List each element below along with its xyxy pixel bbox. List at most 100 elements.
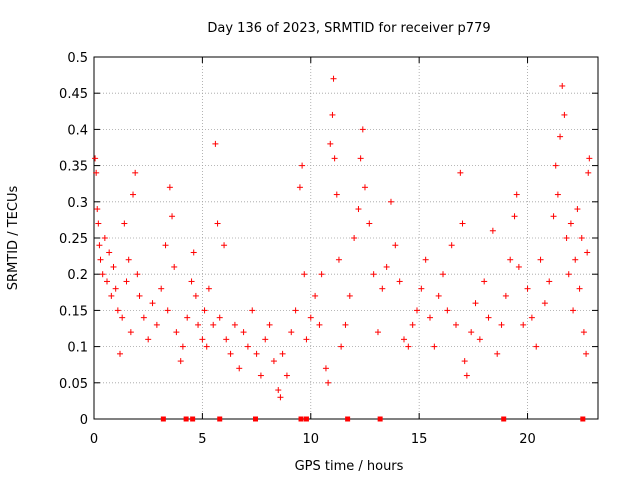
- zero-value-marker: [160, 416, 166, 422]
- data-point: [331, 155, 338, 162]
- zero-value-marker: [580, 416, 586, 422]
- zero-value-marker: [190, 416, 196, 422]
- data-point: [333, 191, 340, 198]
- data-point: [277, 394, 284, 401]
- data-point: [327, 140, 334, 147]
- data-point: [236, 365, 243, 372]
- data-point: [374, 329, 381, 336]
- data-point: [110, 263, 117, 270]
- data-point: [121, 220, 128, 227]
- data-point: [461, 358, 468, 365]
- data-point: [400, 336, 407, 343]
- data-point: [567, 220, 574, 227]
- data-point: [275, 387, 282, 394]
- data-point: [351, 235, 358, 241]
- y-tick-label: 0.5: [67, 51, 88, 66]
- data-point: [231, 321, 238, 328]
- data-point: [123, 278, 130, 285]
- data-point: [444, 307, 451, 314]
- data-point: [574, 206, 581, 213]
- data-point: [476, 336, 483, 343]
- data-point: [171, 263, 178, 270]
- data-point: [485, 314, 492, 321]
- data-point: [253, 350, 260, 357]
- data-point: [195, 321, 202, 328]
- data-point: [481, 278, 488, 285]
- data-point: [511, 213, 518, 220]
- data-point: [413, 307, 420, 314]
- data-point: [554, 191, 561, 198]
- data-point: [359, 126, 366, 133]
- data-point: [296, 184, 303, 191]
- data-point: [92, 155, 99, 162]
- data-point: [584, 249, 591, 256]
- data-point: [192, 292, 199, 299]
- data-point: [203, 343, 210, 350]
- data-point: [214, 220, 221, 227]
- data-point: [201, 307, 208, 314]
- data-point: [357, 155, 364, 162]
- data-point: [552, 162, 559, 169]
- x-tick-label: 10: [303, 432, 320, 447]
- data-point: [459, 220, 466, 227]
- data-point: [338, 343, 345, 350]
- data-point: [435, 292, 442, 299]
- data-point: [112, 285, 119, 292]
- zero-value-marker: [377, 416, 383, 422]
- x-tick-label: 0: [90, 432, 98, 447]
- data-point: [329, 111, 336, 118]
- data-point: [249, 307, 256, 314]
- y-tick-label: 0.2: [67, 268, 88, 283]
- data-point: [440, 271, 447, 278]
- data-point: [145, 336, 152, 343]
- data-point: [515, 263, 522, 270]
- data-point: [565, 271, 572, 278]
- data-point: [541, 300, 548, 307]
- y-tick-label: 0.45: [59, 87, 88, 102]
- data-point: [93, 169, 100, 176]
- data-point: [216, 314, 223, 321]
- data-point: [431, 343, 438, 350]
- data-point: [95, 220, 102, 227]
- data-point: [528, 314, 535, 321]
- y-tick-label: 0.25: [59, 232, 88, 247]
- data-point: [279, 350, 286, 357]
- grid-layer: [94, 57, 598, 419]
- x-tick-label: 15: [411, 432, 428, 447]
- data-point: [325, 379, 332, 386]
- zero-value-marker: [303, 416, 309, 422]
- data-point: [301, 271, 308, 278]
- data-point: [270, 358, 277, 365]
- y-tick-label: 0.05: [59, 377, 88, 392]
- zero-value-marker: [345, 416, 351, 422]
- y-tick-label: 0: [80, 413, 88, 428]
- data-point: [322, 365, 329, 372]
- data-point: [387, 198, 394, 205]
- data-point: [283, 372, 290, 379]
- data-point: [563, 235, 570, 241]
- data-point: [316, 321, 323, 328]
- data-point: [392, 242, 399, 249]
- x-tick-label: 20: [519, 432, 536, 447]
- data-point: [212, 140, 219, 147]
- data-point: [134, 271, 141, 278]
- y-tick-label: 0.1: [67, 341, 88, 356]
- data-point: [173, 329, 180, 336]
- data-point: [190, 249, 197, 256]
- data-point: [409, 321, 416, 328]
- data-point: [494, 350, 501, 357]
- chart-title: Day 136 of 2023, SRMTID for receiver p77…: [207, 21, 490, 36]
- data-point: [292, 307, 299, 314]
- y-tick-label: 0.4: [67, 123, 88, 138]
- zero-value-marker: [252, 416, 258, 422]
- data-point: [318, 271, 325, 278]
- data-point: [149, 300, 156, 307]
- data-point: [585, 169, 592, 176]
- data-point: [513, 191, 520, 198]
- data-point: [158, 285, 165, 292]
- data-point: [312, 292, 319, 299]
- data-point: [223, 336, 230, 343]
- data-point: [221, 242, 228, 249]
- data-point: [179, 343, 186, 350]
